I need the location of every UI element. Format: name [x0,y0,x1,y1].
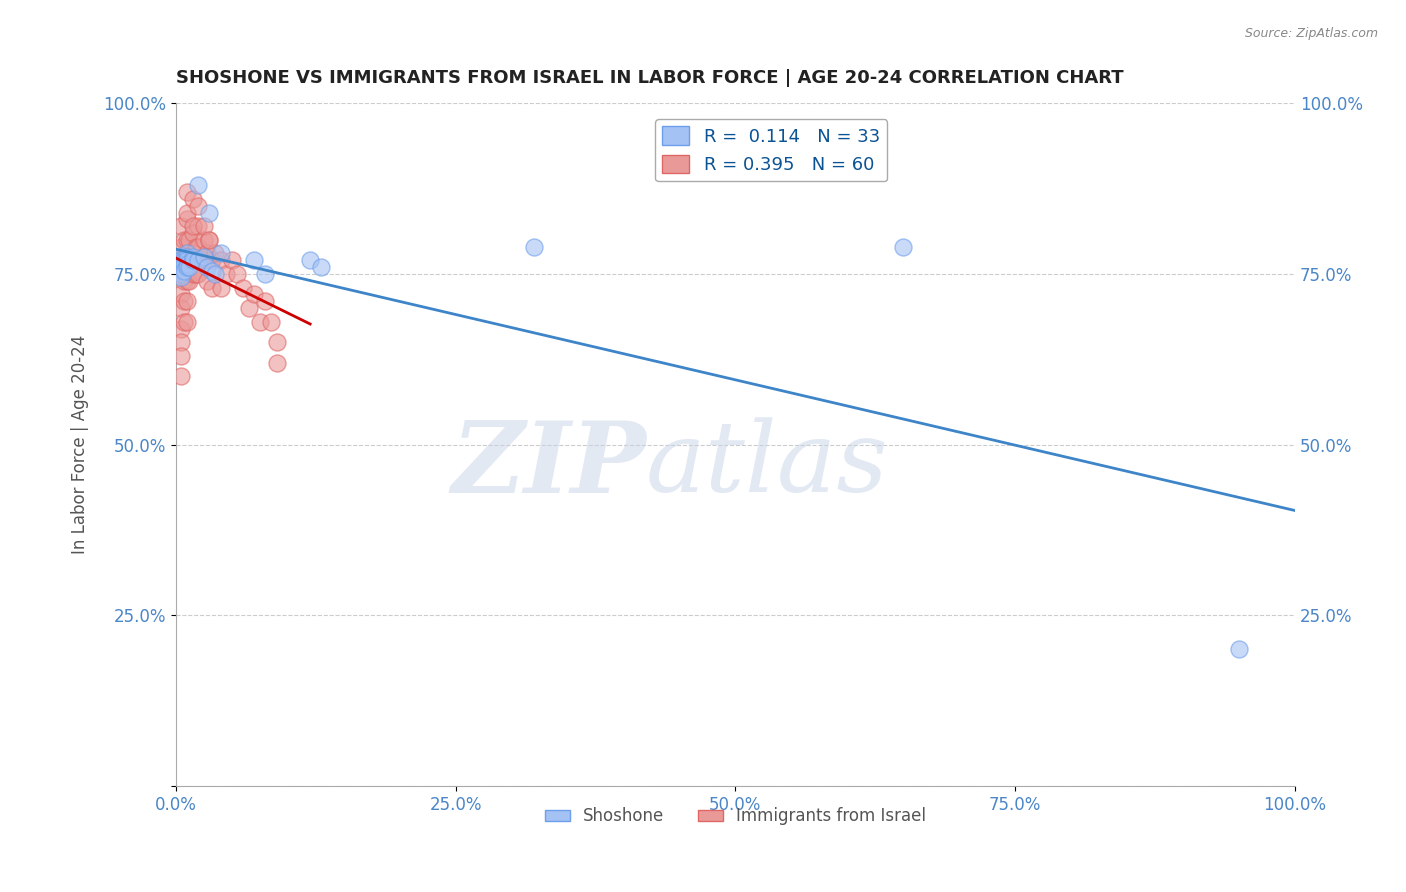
Point [173,263,195,277]
Point [170,287,193,301]
Point [184,267,207,281]
Point [181,267,204,281]
Point [204,246,226,260]
Point [181,253,204,268]
Point [179,253,201,268]
Point [266,356,288,370]
Point [193,219,215,234]
Point [181,219,204,234]
Point [176,205,198,219]
Point [523,240,546,254]
Point [170,253,193,268]
Point [176,185,198,199]
Point [201,263,224,277]
Point [198,233,221,247]
Point [170,267,193,281]
Point [173,257,195,271]
Text: atlas: atlas [645,417,889,513]
Point [176,250,198,264]
Point [170,270,193,285]
Point [1227,642,1250,657]
Point [176,233,198,247]
Point [238,301,260,315]
Text: ZIP: ZIP [451,417,645,513]
Point [181,192,204,206]
Point [187,267,209,281]
Point [209,280,232,294]
Text: SHOSHONE VS IMMIGRANTS FROM ISRAEL IN LABOR FORCE | AGE 20-24 CORRELATION CHART: SHOSHONE VS IMMIGRANTS FROM ISRAEL IN LA… [176,69,1123,87]
Point [176,294,198,309]
Point [187,253,209,268]
Point [260,315,283,329]
Point [201,280,224,294]
Point [176,260,198,274]
Point [187,178,209,193]
Point [198,233,221,247]
Point [170,369,193,384]
Point [243,287,266,301]
Point [173,253,195,268]
Point [195,274,218,288]
Point [176,253,198,268]
Point [243,253,266,268]
Point [204,267,226,281]
Point [181,246,204,260]
Point [173,253,195,268]
Point [201,253,224,268]
Point [170,260,193,274]
Point [176,253,198,268]
Point [176,246,198,260]
Point [170,349,193,363]
Point [195,260,218,274]
Point [232,280,254,294]
Point [170,267,193,281]
Point [184,240,207,254]
Point [254,267,277,281]
Point [209,246,232,260]
Point [181,250,204,264]
Point [170,335,193,350]
Point [170,253,193,268]
Point [193,233,215,247]
Point [215,267,238,281]
Point [198,205,221,219]
Point [187,219,209,234]
Point [226,267,249,281]
Point [299,253,322,268]
Point [176,274,198,288]
Point [170,240,193,254]
Point [170,301,193,315]
Point [173,274,195,288]
Point [176,212,198,227]
Point [173,294,195,309]
Point [181,226,204,240]
Point [176,315,198,329]
Point [170,263,193,277]
Point [179,233,201,247]
Point [176,257,198,271]
Point [209,253,232,268]
Point [195,246,218,260]
Point [187,199,209,213]
Point [173,315,195,329]
Point [249,315,271,329]
Point [891,240,914,254]
Point [173,233,195,247]
Point [179,260,201,274]
Legend: Shoshone, Immigrants from Israel: Shoshone, Immigrants from Israel [538,801,932,832]
Point [254,294,277,309]
Y-axis label: In Labor Force | Age 20-24: In Labor Force | Age 20-24 [72,334,89,554]
Text: Source: ZipAtlas.com: Source: ZipAtlas.com [1244,27,1378,40]
Point [266,335,288,350]
Point [173,250,195,264]
Point [187,240,209,254]
Point [170,219,193,234]
Point [311,260,333,274]
Point [179,274,201,288]
Point [170,250,193,264]
Point [221,253,243,268]
Point [170,321,193,335]
Point [193,253,215,268]
Point [193,250,215,264]
